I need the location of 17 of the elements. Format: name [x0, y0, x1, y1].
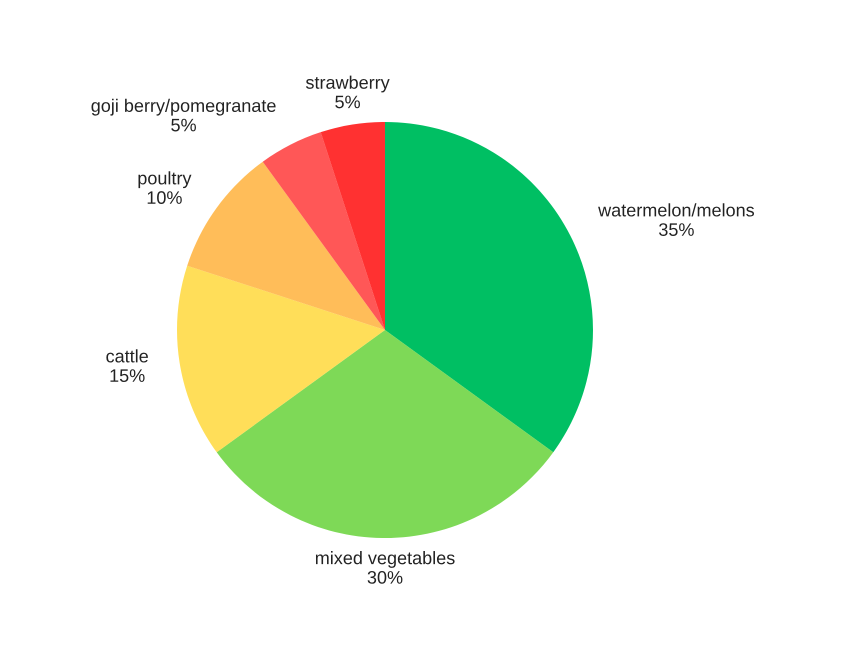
pie-slice [216, 330, 554, 538]
slice-label: strawberry [306, 76, 390, 92]
pie-slice [385, 122, 593, 452]
slice-label: mixed vegetables [316, 551, 455, 568]
pie-slice [177, 266, 385, 452]
data-label: 5% [335, 96, 360, 108]
data-label: 10% [148, 191, 182, 204]
slice-label: watermelon/melons [598, 203, 754, 217]
pie-slice [262, 132, 385, 330]
data-label: 15% [110, 369, 145, 382]
pie-slice [320, 122, 385, 330]
slice-label: cattle [106, 349, 148, 363]
slice-label: goji berry/pomegranate [92, 98, 276, 116]
data-label: 5% [171, 118, 196, 132]
data-label: 30% [368, 570, 402, 584]
data-label: 35% [659, 223, 694, 236]
slice-label: poultry [138, 171, 192, 188]
